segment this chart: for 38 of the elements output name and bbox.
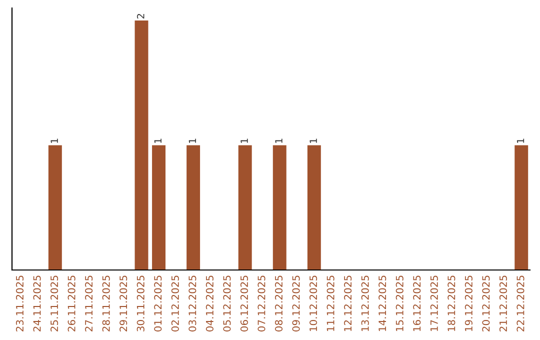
x-tick-label: 15.12.2025 [396, 276, 404, 332]
x-tick-label: 18.12.2025 [448, 276, 456, 332]
x-tick-label: 06.12.2025 [240, 276, 248, 332]
x-tick-label: 12.12.2025 [344, 276, 352, 332]
x-tick-label: 09.12.2025 [292, 276, 300, 332]
x-tick-label: 28.11.2025 [102, 276, 110, 332]
x-tick-label: 03.12.2025 [188, 276, 196, 332]
x-tick-label: 17.12.2025 [430, 276, 438, 332]
data-label: 1 [50, 138, 58, 143]
x-tick-label: 20.12.2025 [482, 276, 490, 332]
x-tick-label: 16.12.2025 [413, 276, 421, 332]
x-tick-label: 05.12.2025 [223, 276, 231, 332]
data-label: 1 [516, 138, 524, 143]
x-tick-label: 07.12.2025 [258, 276, 266, 332]
x-tick-label: 10.12.2025 [310, 276, 318, 332]
x-tick-label: 19.12.2025 [464, 276, 472, 332]
data-label: 1 [240, 138, 248, 143]
x-tick-label: 29.11.2025 [120, 276, 128, 332]
data-label: 1 [154, 138, 162, 143]
x-tick-label: 11.12.2025 [326, 276, 334, 332]
x-tick-label: 22.12.2025 [516, 276, 524, 332]
x-tick-label: 26.11.2025 [68, 276, 76, 332]
x-tick-label: 04.12.2025 [206, 276, 214, 332]
x-tick-label: 08.12.2025 [274, 276, 283, 332]
x-tick-label: 01.12.2025 [154, 276, 162, 332]
data-label: 1 [275, 138, 282, 143]
x-tick-label: 13.12.2025 [361, 276, 369, 332]
x-tick-label: 25.11.2025 [50, 276, 58, 332]
x-tick-label: 14.12.2025 [378, 276, 386, 332]
data-label: 2 [136, 14, 144, 19]
x-tick-label: 24.11.2025 [33, 276, 41, 332]
x-tick-label: 23.11.2025 [16, 276, 24, 332]
x-tick-label: 30.11.2025 [136, 276, 144, 332]
x-tick-label: 02.12.2025 [171, 276, 179, 332]
data-label: 1 [188, 138, 196, 143]
x-tick-label: 21.12.2025 [499, 276, 507, 332]
data-label: 1 [310, 138, 317, 143]
x-tick-label: 27.11.2025 [85, 276, 93, 332]
